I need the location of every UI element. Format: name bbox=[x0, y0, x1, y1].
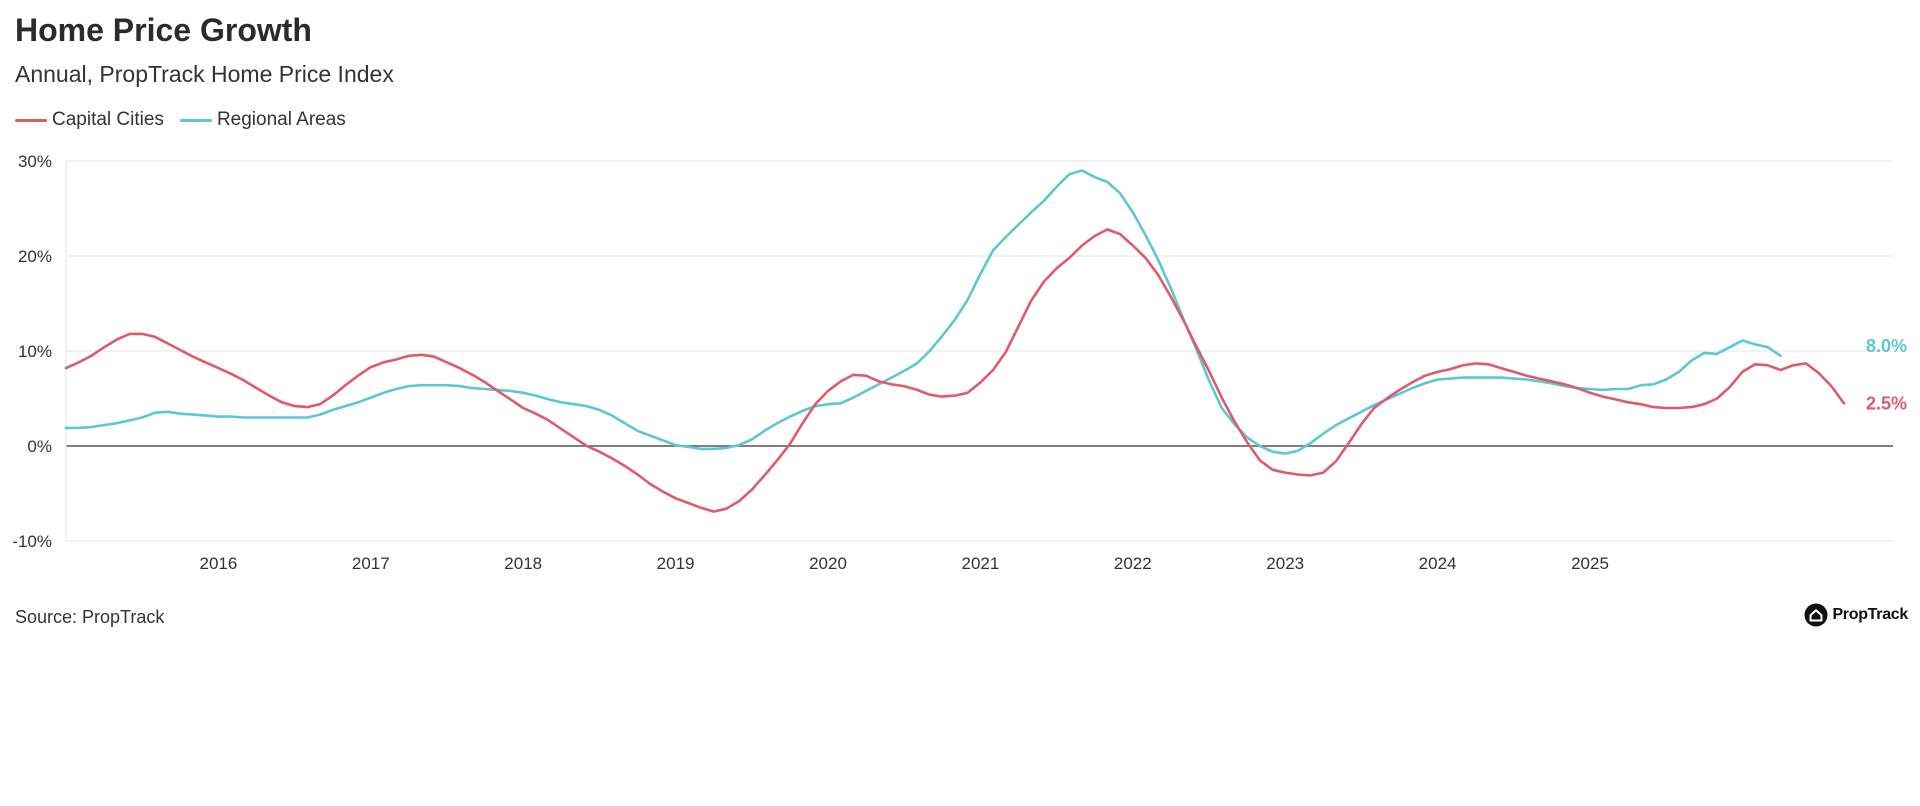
x-axis: 2016 2017 2018 2019 2020 2021 2022 2023 2024 2025 bbox=[199, 554, 1608, 573]
y-tick-label: 0% bbox=[27, 437, 52, 456]
end-labels: 8.0% 2.5% bbox=[1866, 336, 1907, 414]
y-tick-label: 20% bbox=[18, 247, 52, 266]
end-label-regional-areas: 8.0% bbox=[1866, 336, 1907, 356]
grid-lines bbox=[65, 160, 1893, 542]
end-label-capital-cities: 2.5% bbox=[1866, 393, 1907, 413]
x-tick-label: 2016 bbox=[199, 554, 237, 573]
legend-label-regional-areas: Regional Areas bbox=[216, 109, 346, 130]
proptrack-logo: PropTrack bbox=[1804, 603, 1908, 627]
chart-subtitle: Annual, PropTrack Home Price Index bbox=[15, 61, 394, 87]
source-note: Source: PropTrack bbox=[15, 607, 165, 627]
x-tick-label: 2025 bbox=[1571, 554, 1609, 573]
chart-legend: Capital Cities Regional Areas bbox=[15, 109, 362, 131]
series-line-regional-areas[interactable] bbox=[64, 169, 1782, 455]
chart-title: Home Price Growth bbox=[15, 12, 312, 48]
brand-name: PropTrack bbox=[1832, 606, 1908, 623]
legend-swatch-regional-areas bbox=[179, 118, 212, 122]
legend-item-regional-areas[interactable]: Regional Areas bbox=[179, 109, 346, 131]
legend-swatch-capital-cities bbox=[15, 118, 47, 122]
y-tick-label: -10% bbox=[12, 532, 52, 551]
x-tick-label: 2021 bbox=[961, 554, 999, 573]
x-tick-label: 2023 bbox=[1266, 554, 1304, 573]
house-logo-icon bbox=[1804, 603, 1828, 627]
legend-label-capital-cities: Capital Cities bbox=[52, 109, 164, 130]
x-tick-label: 2020 bbox=[809, 554, 847, 573]
y-tick-label: 30% bbox=[18, 152, 52, 171]
x-tick-label: 2022 bbox=[1114, 554, 1152, 573]
line-chart: 30% 20% 10% 0% -10% 2016 2017 2018 2019 2020 2021… bbox=[12, 152, 1907, 573]
x-tick-label: 2024 bbox=[1419, 554, 1457, 573]
y-tick-label: 10% bbox=[18, 342, 52, 361]
x-tick-label: 2017 bbox=[352, 554, 390, 573]
series-lines bbox=[64, 169, 1846, 513]
legend-item-capital-cities[interactable]: Capital Cities bbox=[15, 109, 164, 131]
x-tick-label: 2019 bbox=[657, 554, 695, 573]
x-tick-label: 2018 bbox=[504, 554, 542, 573]
y-axis: 30% 20% 10% 0% -10% bbox=[12, 152, 52, 551]
series-line-capital-cities[interactable] bbox=[64, 228, 1846, 513]
